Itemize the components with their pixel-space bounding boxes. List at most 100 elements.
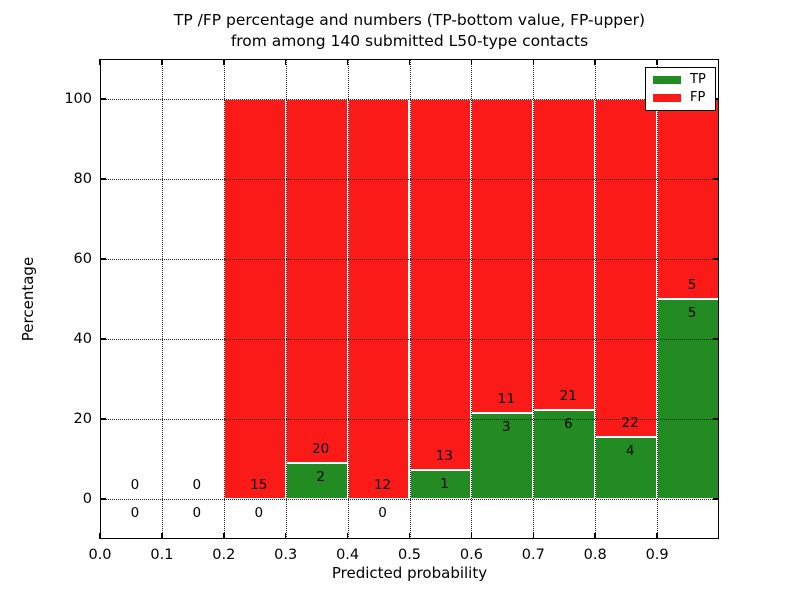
bar-label-tp: 1 [440, 476, 449, 493]
x-axis-tick [346, 533, 349, 539]
y-axis-tick-right [713, 498, 719, 500]
bar-label-fp: 0 [192, 477, 202, 493]
gridline-vertical [347, 59, 349, 539]
x-axis-tick-top [223, 59, 225, 65]
x-tick-label: 0.9 [645, 547, 669, 563]
y-tick-label: 100 [64, 91, 92, 107]
y-axis-label: Percentage [19, 256, 37, 342]
bar-label-tp: 6 [563, 416, 573, 433]
y-tick-label: 0 [82, 491, 92, 507]
y-axis-tick-right [713, 178, 719, 180]
x-axis-tick [532, 533, 535, 539]
x-axis-tick-top [656, 59, 658, 65]
bar-segment-tp [533, 410, 596, 499]
y-axis-tick-right [713, 98, 719, 100]
y-tick-label: 80 [73, 171, 92, 187]
x-tick-label: 0.1 [150, 547, 174, 563]
bar-segment-fp [285, 99, 348, 463]
chart-title-line2: from among 140 submitted L50-type contac… [230, 32, 589, 50]
legend-label-tp: TP [690, 72, 706, 87]
bar-label-tp: 0 [192, 505, 202, 521]
bar-label-fp: 5 [687, 277, 697, 293]
x-axis-tick-top [99, 59, 101, 65]
bar-label-fp: 15 [250, 477, 268, 493]
gridline-vertical [657, 59, 659, 539]
bar-label-tp: 5 [687, 305, 697, 321]
x-tick-label: 0.4 [336, 547, 360, 563]
x-axis-tick-top [346, 59, 349, 65]
x-axis-tick [99, 533, 101, 539]
plot-area: 0 0 0 0 15 0 20 2 12 0 13 1 11 3 21 6 22 4 5 5 [99, 59, 719, 539]
x-axis-tick-top [470, 59, 473, 65]
legend-item-tp: TP [646, 73, 715, 87]
gridline-vertical [471, 59, 473, 539]
x-axis-tick [223, 533, 225, 539]
gridline-vertical [223, 59, 225, 539]
bar-segment-fp [409, 99, 472, 471]
gridline-vertical [161, 59, 163, 539]
x-tick-label: 0.5 [397, 547, 422, 563]
bar-label-fp: 0 [130, 477, 140, 493]
bar-label-fp: 12 [373, 477, 392, 493]
bar-label-tp: 0 [378, 505, 387, 521]
bar-segment-tp [285, 462, 348, 499]
x-axis-tick-top [594, 59, 596, 65]
y-axis-tick [100, 178, 106, 180]
x-axis-tick [284, 533, 287, 539]
legend-swatch-fp [653, 94, 681, 102]
x-axis-tick [594, 533, 596, 539]
legend: TP FP [645, 67, 716, 111]
gridline-vertical [595, 59, 597, 539]
bar-segment-fp [657, 99, 719, 299]
y-axis-tick [100, 98, 106, 100]
chart-title: TP /FP percentage and numbers (TP-bottom… [100, 10, 719, 52]
bar-segment-tp [409, 470, 472, 499]
y-tick-label: 60 [73, 251, 92, 267]
x-axis-tick-top [408, 59, 411, 65]
bar-label-fp: 21 [559, 388, 577, 405]
x-axis-tick [470, 533, 473, 539]
x-tick-label: 0.0 [88, 547, 112, 563]
bar-segment-tp [657, 299, 719, 499]
x-axis-tick-top [532, 59, 535, 65]
bar-label-fp: 13 [435, 448, 454, 465]
bar-segment-fp [533, 99, 596, 411]
legend-item-fp: FP [646, 91, 715, 105]
y-tick-label: 40 [73, 331, 92, 347]
x-tick-label: 0.3 [274, 547, 298, 563]
x-axis-tick-top [284, 59, 287, 65]
bar-label-tp: 0 [254, 505, 264, 521]
bar-segment-fp [223, 99, 286, 499]
bar-label-fp: 20 [312, 440, 330, 457]
bar-label-tp: 0 [130, 505, 140, 521]
x-tick-label: 0.8 [583, 547, 607, 563]
bar-segment-fp [595, 99, 658, 438]
bar-label-tp: 2 [316, 468, 325, 485]
legend-swatch-tp [653, 76, 681, 84]
bar-label-fp: 11 [497, 391, 515, 408]
legend-label-fp: FP [690, 90, 706, 105]
gridline-vertical [533, 59, 535, 539]
bar-label-fp: 22 [621, 415, 639, 432]
y-axis-tick [100, 338, 106, 340]
y-axis-tick-right [713, 338, 719, 340]
bar-segment-tp [595, 437, 658, 499]
chart-title-line1: TP /FP percentage and numbers (TP-bottom… [173, 11, 646, 29]
y-axis-tick-right [713, 258, 719, 260]
x-axis-label: Predicted probability [331, 564, 488, 582]
x-tick-label: 0.7 [521, 547, 545, 563]
gridline-vertical [285, 59, 287, 539]
x-axis-tick-top [161, 59, 163, 65]
bar-label-tp: 3 [502, 419, 511, 436]
y-axis-tick [100, 498, 106, 500]
bar-segment-fp [471, 99, 534, 414]
gridline-vertical [409, 59, 411, 539]
bar-label-tp: 4 [625, 443, 635, 460]
x-tick-label: 0.2 [212, 547, 236, 563]
y-axis-tick-right [713, 418, 719, 420]
x-tick-label: 0.6 [459, 547, 483, 563]
bar-segment-fp [347, 99, 410, 499]
x-axis-tick [656, 533, 658, 539]
x-axis-tick [161, 533, 163, 539]
